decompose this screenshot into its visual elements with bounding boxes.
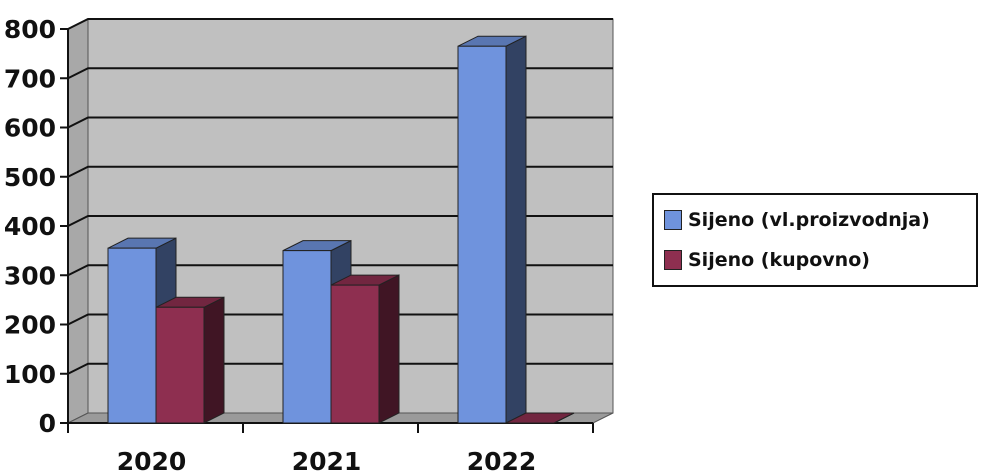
y-tick-label-700: 700 <box>4 64 56 93</box>
legend-swatch-series-1 <box>664 210 682 230</box>
bar-2-2021-side <box>378 274 400 424</box>
gridline-100 <box>67 362 613 375</box>
x-tick-label-2022: 2022 <box>467 447 537 471</box>
gridline-700 <box>67 67 613 80</box>
y-tick-label-800: 800 <box>4 15 56 44</box>
gridline-200 <box>67 313 613 326</box>
bar-2-2021 <box>330 284 380 424</box>
bar-1-2021 <box>282 250 332 424</box>
y-tick-label-0: 0 <box>39 409 56 438</box>
bar-1-2022-side <box>505 35 527 424</box>
legend-label-series-2: Sijeno (kupovno) <box>688 249 870 271</box>
bar-1-2022 <box>457 45 507 424</box>
y-tick-label-200: 200 <box>4 311 56 340</box>
gridline-300 <box>67 264 613 277</box>
bar-2-2020 <box>155 306 205 424</box>
y-tick-label-100: 100 <box>4 360 56 389</box>
x-tick-label-2021: 2021 <box>292 447 362 471</box>
legend-swatch-series-2 <box>664 250 682 270</box>
y-tick-label-300: 300 <box>4 261 56 290</box>
legend-item-series-1: Sijeno (vl.proizvodnja) <box>664 205 930 235</box>
bar-chart: 0 100 200 300 400 500 600 700 800 2020 2021 2022 <box>4 15 614 471</box>
bar-2-2020-side <box>203 296 225 424</box>
chart-canvas: 0 100 200 300 400 500 600 700 800 2020 2021 2022 <box>4 15 614 471</box>
legend-label-series-1: Sijeno (vl.proizvodnja) <box>688 209 930 231</box>
bar-2-2022-top <box>505 412 575 424</box>
bar-1-2020 <box>107 247 157 424</box>
gridline-500 <box>67 165 613 178</box>
legend-item-series-2: Sijeno (kupovno) <box>664 245 870 275</box>
chart-legend: Sijeno (vl.proizvodnja) Sijeno (kupovno) <box>652 193 978 287</box>
y-tick-label-500: 500 <box>4 163 56 192</box>
y-tick-label-600: 600 <box>4 114 56 143</box>
gridline-600 <box>67 116 613 129</box>
y-tick-label-400: 400 <box>4 212 56 241</box>
gridline-800 <box>67 18 613 30</box>
x-tick-label-2020: 2020 <box>117 447 187 471</box>
gridline-400 <box>67 215 613 227</box>
